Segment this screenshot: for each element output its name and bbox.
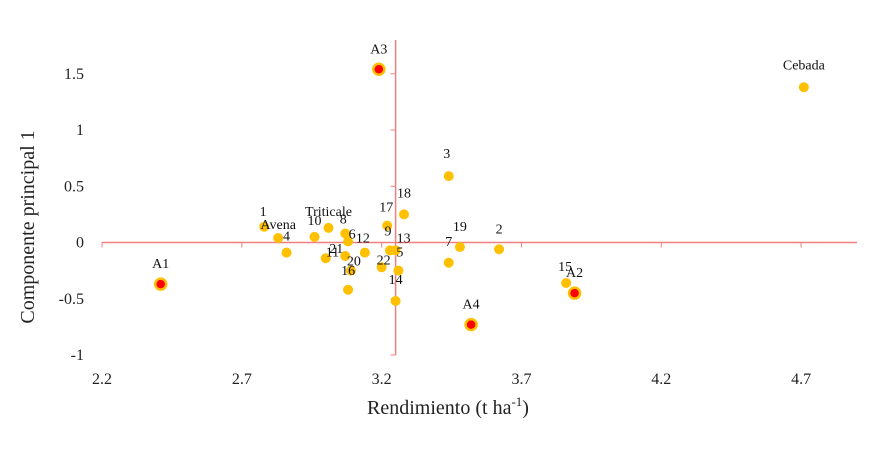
point-label-9: 9 (385, 224, 392, 239)
genotype-point-cebada (798, 82, 809, 93)
point-label-11: 11 (326, 245, 339, 260)
environment-point-a2 (567, 286, 582, 300)
y-tick-label: -1 (71, 347, 84, 364)
genotype-point-11 (320, 253, 331, 264)
y-tick-label: -0.5 (59, 291, 84, 308)
genotype-point-22 (376, 262, 387, 273)
genotype-point-14 (390, 296, 401, 306)
genotype-point-2 (494, 244, 505, 255)
point-label-5: 5 (396, 246, 403, 261)
y-tick-label: 1.5 (64, 66, 84, 83)
point-label-a3: A3 (370, 42, 387, 57)
point-label-2: 2 (496, 222, 503, 237)
x-tick-label: 4.2 (651, 371, 671, 388)
genotype-point-13 (390, 245, 401, 256)
genotype-point-triticale (323, 222, 334, 233)
genotype-point-18 (399, 209, 409, 220)
point-label-16: 16 (341, 264, 355, 279)
genotype-point-5 (393, 265, 404, 276)
point-label-22: 22 (377, 253, 391, 268)
x-tick-label: 4.7 (791, 371, 811, 388)
point-label-1: 1 (260, 205, 267, 220)
genotype-point-3 (443, 171, 454, 182)
genotype-point-8 (340, 228, 351, 239)
point-label-8: 8 (340, 213, 347, 228)
y-tick-label: 1 (76, 122, 84, 139)
point-label-cebada: Cebada (783, 58, 826, 73)
genotype-point-12 (359, 247, 370, 258)
x-axis-title-text: Rendimiento (t ha (367, 397, 512, 419)
x-axis-title-superscript: -1 (511, 394, 522, 409)
y-tick-label: 0 (76, 235, 84, 252)
point-label-18: 18 (397, 186, 411, 201)
y-axis-title: Componente principal 1 (17, 130, 39, 323)
point-label-17: 17 (379, 201, 393, 216)
point-label-a1: A1 (152, 257, 169, 272)
point-label-20: 20 (347, 255, 361, 270)
y-axis-ticks: 1.5 1 0.5 0 -0.5 -1 (59, 66, 84, 364)
genotype-point-15 (561, 278, 572, 288)
point-label-a2: A2 (566, 266, 583, 281)
point-label-13: 13 (397, 231, 411, 246)
x-axis-title: Rendimiento (t ha-1) (367, 394, 529, 419)
y-tick-label: 0.5 (64, 178, 84, 195)
genotype-point-10 (309, 231, 320, 242)
x-axis-title-tail: ) (522, 397, 529, 419)
genotype-point-20 (345, 265, 356, 276)
point-label-6: 6 (349, 227, 356, 242)
point-label-3: 3 (443, 147, 450, 162)
genotype-point-6 (343, 236, 354, 247)
genotype-point-avena (273, 233, 284, 243)
genotype-point-19 (454, 242, 465, 252)
point-label-10: 10 (308, 214, 322, 229)
genotype-point-16 (343, 284, 354, 295)
point-label-12: 12 (356, 232, 370, 247)
x-axis-ticks: 2.2 2.7 3.2 3.7 4.2 4.7 (92, 371, 811, 388)
environment-point-a4 (464, 317, 478, 332)
point-label-avena: Avena (260, 218, 296, 233)
genotype-point-1 (259, 221, 270, 232)
point-label-14: 14 (389, 273, 403, 288)
data-points (153, 62, 809, 332)
genotype-point-7 (443, 257, 454, 268)
point-label-7: 7 (445, 235, 452, 250)
environment-point-a1 (153, 277, 168, 291)
genotype-point-21 (340, 251, 351, 261)
x-tick-label: 3.2 (372, 371, 392, 388)
point-label-15: 15 (558, 260, 572, 275)
point-label-4: 4 (283, 230, 290, 245)
genotype-point-4 (281, 247, 292, 258)
x-tick-label: 2.7 (232, 371, 252, 388)
genotype-point-17 (382, 220, 393, 231)
point-label-triticale: Triticale (305, 205, 352, 220)
x-tick-label: 2.2 (92, 371, 112, 388)
point-label-a4: A4 (463, 298, 480, 313)
environment-point-a3 (372, 62, 386, 76)
point-label-21: 21 (329, 242, 343, 257)
x-tick-label: 3.7 (511, 371, 531, 388)
point-label-19: 19 (453, 220, 467, 235)
